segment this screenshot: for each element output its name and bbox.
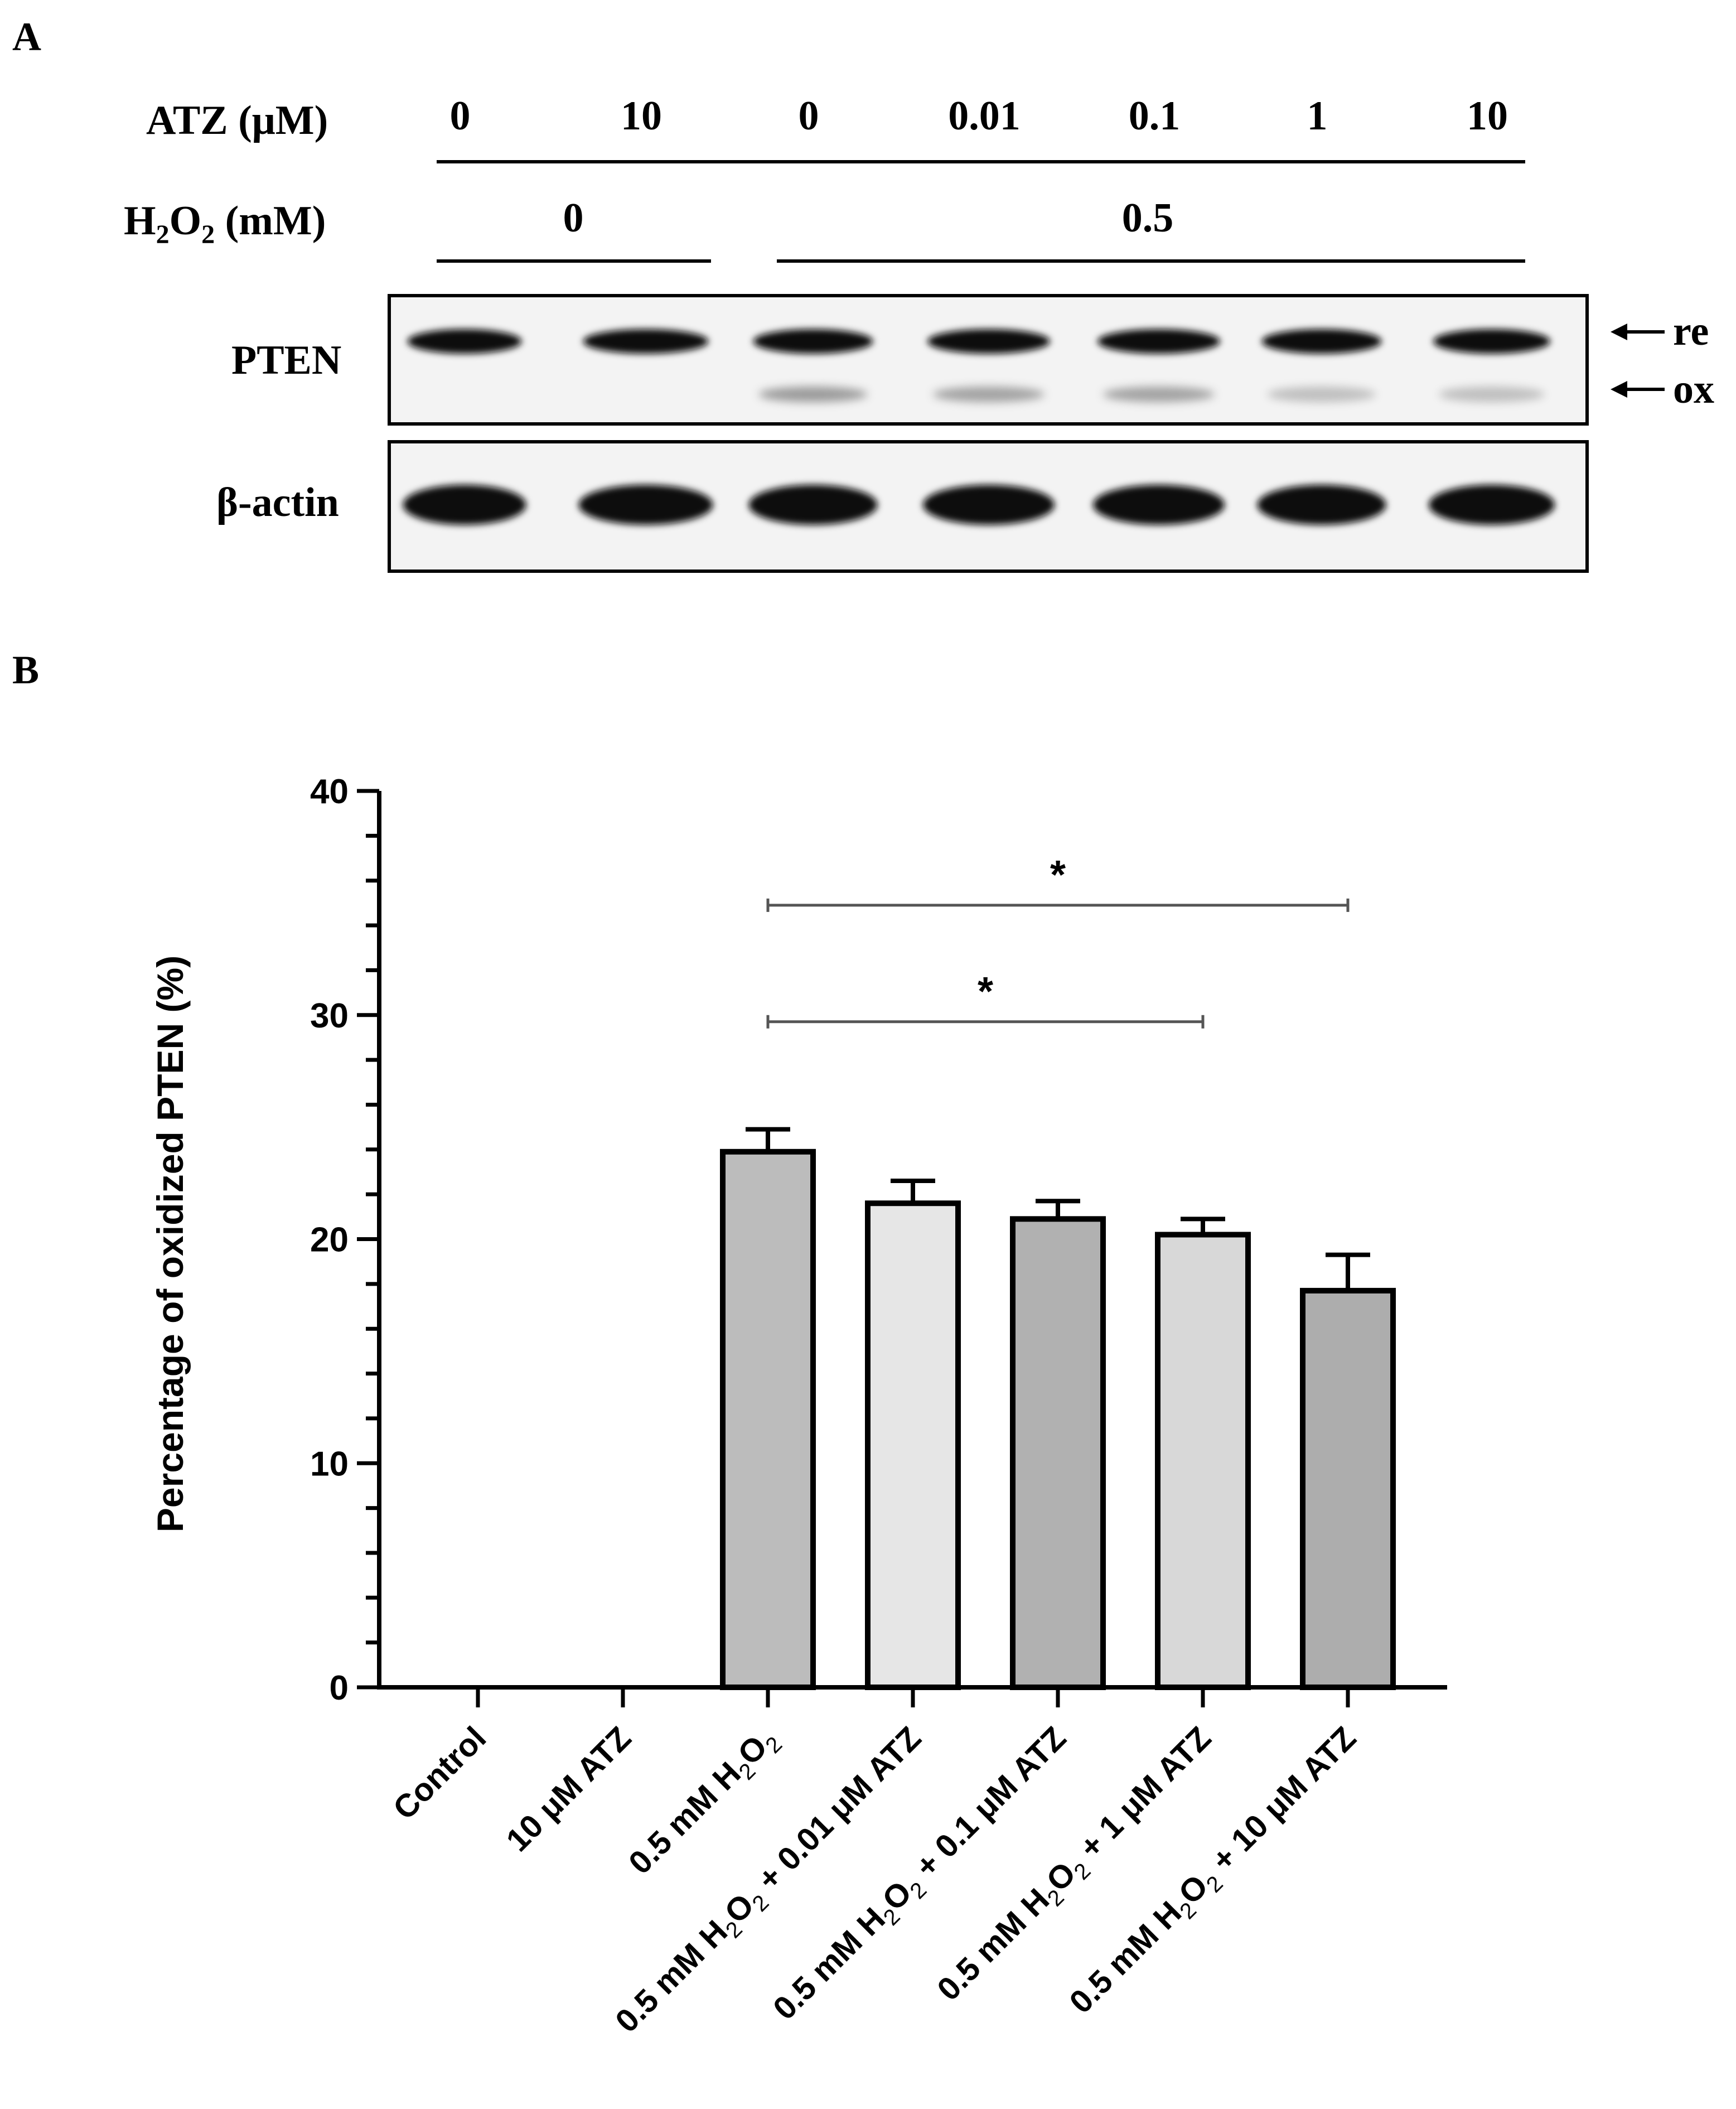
arrow-reduced-label: re [1673, 308, 1709, 354]
atz-value-3: 0.01 [948, 93, 1021, 139]
atz-label: ATZ (μM) [146, 98, 328, 143]
pten-reduced-band-4 [1097, 329, 1220, 354]
h2o2-label-sub1: 2 [156, 220, 170, 249]
arrow-oxidized-head [1611, 381, 1627, 398]
y-tick-label: 10 [310, 1445, 349, 1483]
pten-bands [407, 329, 1550, 402]
arrow-reduced-head [1611, 324, 1627, 340]
x-tick-label-part: Control [386, 1720, 493, 1827]
pten-reduced-band-1 [583, 329, 709, 354]
bar-6 [1300, 1287, 1396, 1691]
panel-b: B Percentage of oxidized PTEN (%) 0 10 20 3… [12, 648, 1447, 2043]
y-axis-label: Percentage of oxidized PTEN (%) [149, 955, 191, 1532]
x-tick-label-6: 0.5 mM H2O2 + 10 μM ATZ [1062, 1720, 1367, 2024]
atz-value-4: 0.1 [1129, 93, 1181, 139]
x-tick-label-part: 0.5 mM H [930, 1881, 1056, 2007]
h2o2-label-tail: (mM) [215, 198, 326, 244]
atz-value-0: 0 [450, 93, 471, 139]
actin-band-4 [1093, 485, 1225, 525]
actin-band-2 [748, 485, 878, 525]
y-tick-label: 30 [310, 997, 349, 1035]
bar-4 [1010, 1216, 1106, 1690]
atz-value-1: 10 [621, 93, 662, 139]
x-tick-label-part: 10 μM ATZ [499, 1720, 638, 1859]
h2o2-label-mid: O [170, 198, 202, 244]
bar-3 [865, 1200, 961, 1690]
h2o2-group-0-label: 0 [563, 195, 584, 241]
significance-label-0: * [978, 969, 993, 1014]
actin-band-1 [578, 485, 713, 525]
pten-reduced-band-5 [1261, 329, 1382, 354]
pten-reduced-band-2 [753, 329, 873, 354]
atz-value-2: 0 [799, 93, 819, 139]
atz-value-5: 1 [1307, 93, 1328, 139]
actin-bands [403, 485, 1555, 525]
y-tick-label: 20 [310, 1221, 349, 1259]
y-tick-label: 40 [310, 773, 349, 811]
x-tick-label-part: 0.5 mM H [1062, 1894, 1188, 2020]
x-tick-label-part: 0.5 mM H [622, 1755, 748, 1881]
arrow-oxidized: ox [1611, 366, 1714, 412]
bar-2 [720, 1148, 816, 1690]
x-tick-label-1: 10 μM ATZ [499, 1720, 638, 1859]
actin-band-0 [403, 485, 526, 525]
actin-band-3 [923, 485, 1055, 525]
h2o2-label: H2O2 (mM) [124, 198, 326, 249]
x-tick-label-part: + 10 μM ATZ [1198, 1720, 1363, 1885]
panel-a-letter: A [12, 15, 41, 59]
x-tick-label-0: Control [386, 1720, 493, 1827]
pten-reduced-band-0 [407, 329, 522, 354]
x-tick-label-4: 0.5 mM H2O2 + 0.1 μM ATZ [766, 1720, 1077, 2030]
pten-oxidized-band-2 [758, 387, 868, 402]
significance-label-1: * [1050, 853, 1066, 897]
pten-oxidized-band-4 [1103, 387, 1215, 402]
x-tick-label-3: 0.5 mM H2O2 + 0.01 μM ATZ [608, 1720, 932, 2043]
pten-reduced-band-6 [1433, 329, 1550, 354]
h2o2-label-sub2: 2 [201, 220, 215, 249]
blot-label-actin: β-actin [216, 480, 339, 525]
x-tick-label-part: + 1 μM ATZ [1066, 1720, 1218, 1872]
y-tick-label: 0 [330, 1669, 349, 1707]
blot-label-pten: PTEN [231, 337, 341, 383]
arrow-oxidized-label: ox [1673, 366, 1714, 412]
atz-values: 0 10 0 0.01 0.1 1 10 [450, 93, 1508, 139]
x-tick-label-part: 0.5 mM H [608, 1913, 734, 2039]
panel-a: A ATZ (μM) 0 10 0 0.01 0.1 1 10 H2O2 (mM) 0 0.… [12, 15, 1714, 573]
arrow-reduced: re [1611, 308, 1709, 354]
pten-oxidized-band-5 [1267, 387, 1376, 402]
pten-oxidized-band-3 [933, 387, 1044, 402]
actin-band-5 [1257, 485, 1386, 525]
actin-band-6 [1429, 485, 1555, 525]
pten-oxidized-band-6 [1439, 387, 1545, 402]
x-tick-label-5: 0.5 mM H2O2 + 1 μM ATZ [930, 1720, 1222, 2011]
atz-value-6: 10 [1467, 93, 1508, 139]
panel-b-letter: B [12, 648, 39, 692]
h2o2-group-1-label: 0.5 [1122, 195, 1174, 241]
bar-5 [1155, 1232, 1251, 1691]
x-tick-label-part: 0.5 mM H [766, 1901, 892, 2027]
h2o2-label-base: H [124, 198, 156, 244]
pten-reduced-band-3 [927, 329, 1050, 354]
pten-blot [388, 294, 1589, 426]
